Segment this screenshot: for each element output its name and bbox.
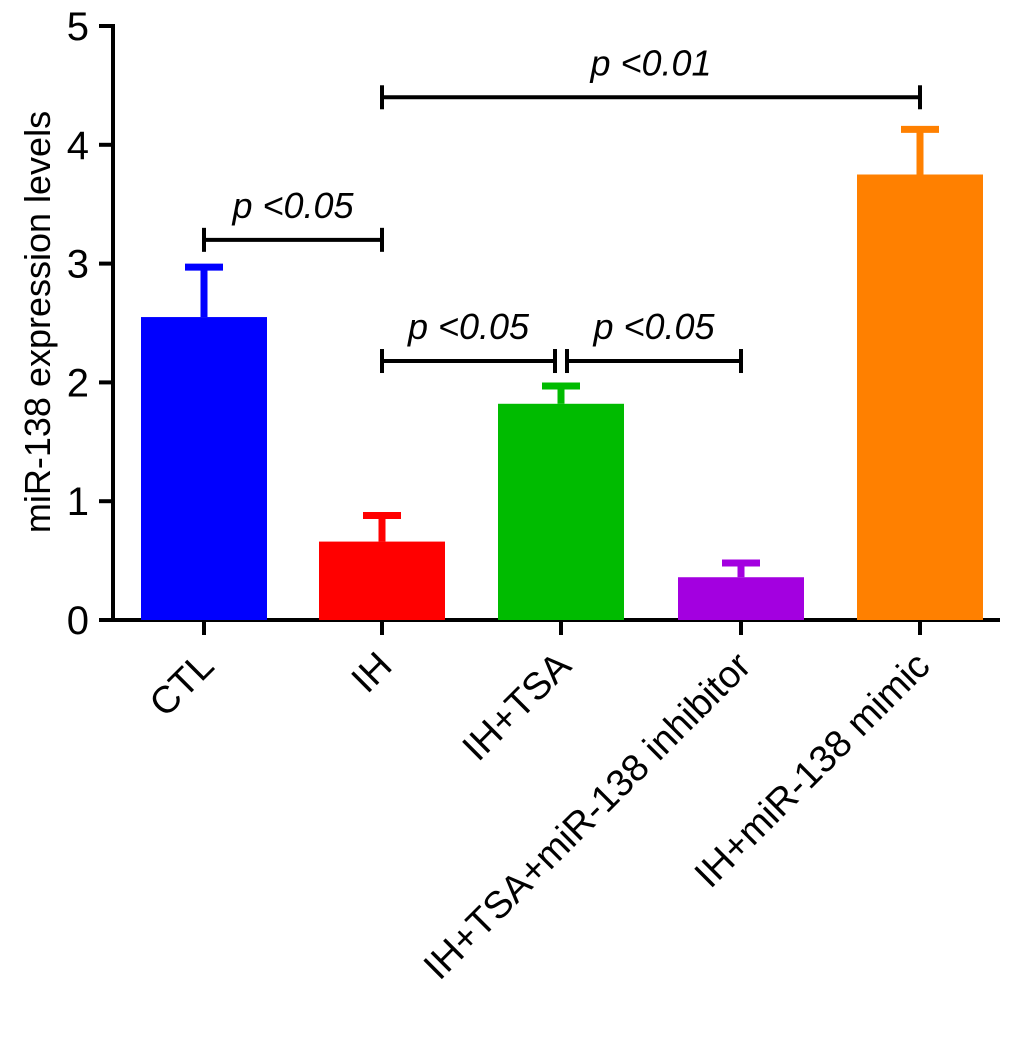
x-tick-label: CTL [142,645,222,725]
significance-annotations: p <0.05 p <0.05 p <0.05 p <0.01 [202,42,922,374]
significance-label: p <0.05 [407,306,530,347]
x-tick-label: IH+TSA [455,644,580,769]
significance-bracket: p <0.05 [380,306,557,374]
significance-label: p <0.05 [592,306,715,347]
y-axis-label: miR-138 expression levels [17,111,58,533]
x-tick-label: IH+TSA+miR-138 inhibitor [416,644,760,988]
y-tick-label: 4 [67,124,89,168]
bar [857,174,983,620]
significance-bracket: p <0.05 [565,306,743,374]
significance-bracket: p <0.05 [202,185,384,252]
significance-label: p <0.01 [589,42,711,83]
bar [141,317,267,620]
bar [319,541,445,620]
bars [141,125,983,620]
bar [498,403,624,620]
bar [678,577,804,620]
significance-bracket: p <0.01 [380,42,922,110]
y-tick-label: 5 [67,5,89,49]
y-tick-label: 0 [67,599,89,643]
y-tick-label: 3 [67,243,89,287]
y-tick-label: 2 [67,361,89,405]
y-tick-label: 1 [67,480,89,524]
significance-label: p <0.05 [231,185,354,226]
x-tick-label: IH [344,645,401,702]
